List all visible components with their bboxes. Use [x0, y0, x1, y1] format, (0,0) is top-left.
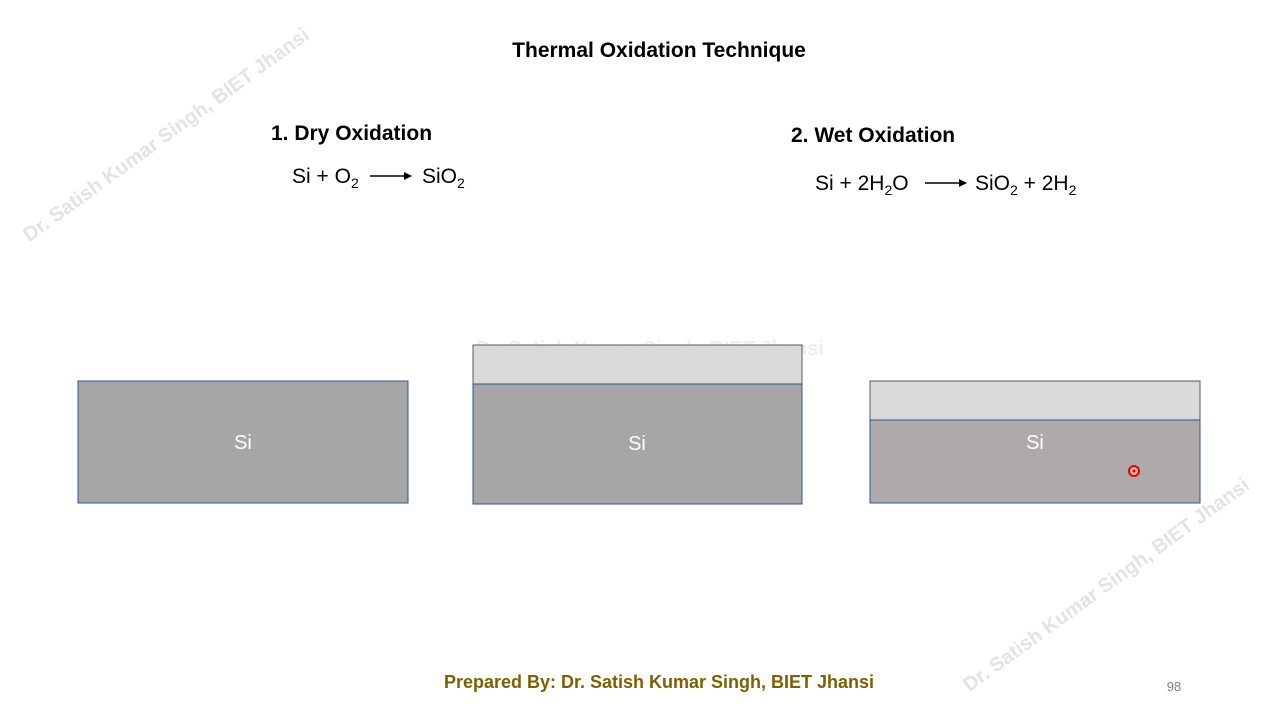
heading: 1. Dry Oxidation — [271, 122, 432, 145]
footer: Prepared By: Dr. Satish Kumar Singh, BIE… — [444, 672, 874, 692]
wafer-label: Si — [1026, 432, 1044, 454]
wafer: Si — [77, 380, 409, 504]
watermark: Dr. Satish Kumar Singh, BIET Jhansi — [19, 24, 313, 246]
equation-lhs: Si + 2H2O — [815, 172, 909, 198]
heading: 2. Wet Oxidation — [791, 124, 955, 147]
pointer — [1128, 465, 1140, 477]
title: Thermal Oxidation Technique — [512, 39, 806, 62]
wafer: Si — [869, 380, 1201, 504]
equation-rhs: SiO2 — [422, 165, 465, 191]
formula-text: Si + 2H — [815, 172, 884, 195]
equation-rhs: SiO2 + 2H2 — [975, 172, 1077, 198]
watermark: Dr. Satish Kumar Singh, BIET Jhansi — [959, 474, 1253, 696]
formula-text: O — [892, 172, 908, 195]
wafer-label: Si — [234, 432, 252, 454]
wafer-label: Si — [628, 433, 646, 455]
page-number: 98 — [1167, 679, 1181, 694]
equation-lhs: Si + O2 — [292, 165, 359, 191]
arrow — [370, 172, 412, 180]
wafer: Si — [472, 344, 803, 505]
formula-text: + 2H — [1018, 172, 1069, 195]
subscript: 2 — [1010, 182, 1018, 198]
arrow — [925, 179, 967, 187]
formula-text: Si + O — [292, 165, 351, 188]
formula-text: SiO — [422, 165, 457, 188]
subscript: 2 — [351, 175, 359, 191]
formula-text: SiO — [975, 172, 1010, 195]
subscript: 2 — [884, 182, 892, 198]
subscript: 2 — [1069, 182, 1077, 198]
subscript: 2 — [457, 175, 465, 191]
